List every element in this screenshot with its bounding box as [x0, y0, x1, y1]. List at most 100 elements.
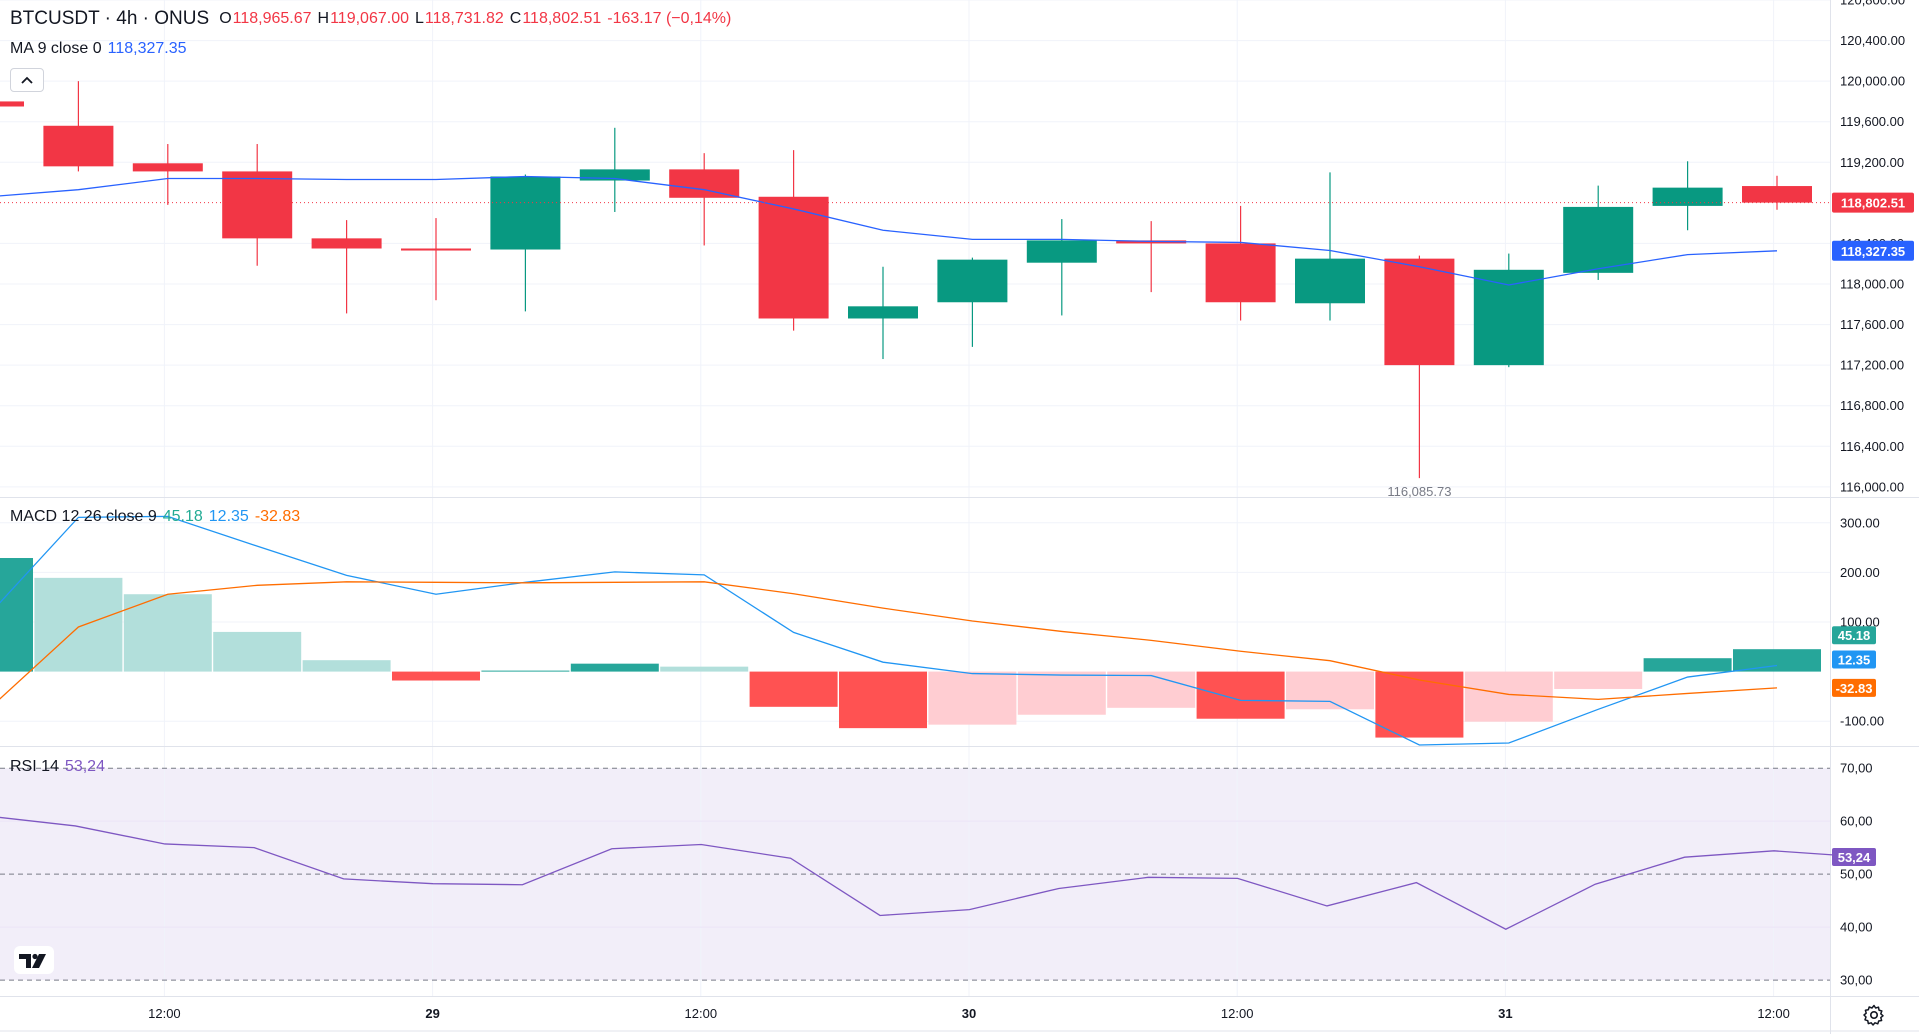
- rsi-legend-value: 53,24: [64, 758, 105, 775]
- price-tick-label: 119,600.00: [1840, 114, 1904, 129]
- price-tick-label: 120,400.00: [1840, 33, 1905, 48]
- rsi-tick-label: 70,00: [1840, 761, 1873, 776]
- candle-body[interactable]: [1473, 269, 1544, 366]
- rsi-tick-label: 40,00: [1840, 920, 1873, 935]
- tradingview-logo-icon[interactable]: [14, 946, 54, 974]
- candle-body[interactable]: [1026, 240, 1097, 263]
- candle-body[interactable]: [1384, 258, 1455, 366]
- time-axis-label: 30: [962, 1006, 976, 1021]
- candle-body[interactable]: [1295, 258, 1365, 304]
- time-axis-label: 29: [425, 1006, 439, 1021]
- macd-histogram-bar[interactable]: [1286, 671, 1374, 710]
- macd-legend[interactable]: MACD 12 26 close 9 45.18 12.35 -32.83: [10, 508, 306, 526]
- rsi-line: [0, 816, 1864, 930]
- macd-histogram-bar[interactable]: [123, 594, 212, 672]
- candle-body[interactable]: [669, 169, 740, 198]
- rsi-tick-label: 30,00: [1840, 973, 1873, 988]
- close-value: 118,802.51: [522, 10, 602, 27]
- low-label: L: [414, 10, 424, 27]
- last-price-badge-bg: [1832, 192, 1914, 213]
- macd-tick-label: 200.00: [1840, 565, 1880, 580]
- macd-histogram-bar[interactable]: [660, 666, 749, 672]
- candle-body[interactable]: [0, 101, 24, 107]
- high-label: H: [317, 10, 330, 27]
- ma9-line: [0, 175, 1778, 286]
- open-label: O: [219, 10, 232, 27]
- chevron-up-icon: [21, 76, 33, 84]
- symbol-title[interactable]: BTCUSDT · 4h · ONUS: [10, 8, 210, 29]
- candle-body[interactable]: [311, 238, 382, 249]
- macd-hist-badge-bg: [1832, 626, 1876, 645]
- candle-body[interactable]: [490, 176, 561, 250]
- macd-line-badge: 12.35: [1838, 652, 1871, 667]
- macd-line: [0, 515, 1778, 746]
- candle-body[interactable]: [1563, 206, 1634, 273]
- macd-histogram-bar[interactable]: [481, 670, 570, 672]
- macd-histogram-bar[interactable]: [213, 631, 302, 672]
- signal-line: [0, 581, 1778, 701]
- macd-line-badge-bg: [1832, 650, 1876, 669]
- macd-histogram-bar[interactable]: [0, 558, 33, 672]
- candle-body[interactable]: [222, 171, 293, 239]
- ma-legend[interactable]: MA 9 close 0 118,327.35: [10, 40, 193, 58]
- price-tick-label: 116,000.00: [1840, 479, 1904, 494]
- macd-histogram-bar[interactable]: [34, 577, 123, 672]
- rsi-tick-label: 60,00: [1840, 814, 1873, 829]
- candle-body[interactable]: [937, 259, 1008, 303]
- macd-histogram-bar[interactable]: [1375, 671, 1464, 738]
- time-axis-label: 12:00: [1757, 1006, 1790, 1021]
- macd-histogram-bar[interactable]: [1554, 671, 1643, 689]
- rsi-tick-label: 50,00: [1840, 867, 1873, 882]
- rsi-badge-bg: [1832, 847, 1876, 866]
- macd-histogram-bar[interactable]: [749, 671, 838, 707]
- low-annotation: 116,085.73: [1387, 484, 1451, 499]
- macd-histogram-bar[interactable]: [1017, 671, 1106, 715]
- close-label: C: [509, 10, 522, 27]
- macd-histogram-bar[interactable]: [570, 663, 659, 672]
- macd-histogram-bar[interactable]: [1107, 671, 1196, 708]
- gear-icon[interactable]: [1862, 1003, 1886, 1027]
- macd-histogram-bar[interactable]: [1733, 649, 1821, 672]
- price-tick-label: 117,200.00: [1840, 358, 1904, 373]
- candle-body[interactable]: [1742, 186, 1812, 203]
- macd-legend-macd: 12.35: [208, 508, 249, 525]
- collapse-legend-button[interactable]: [10, 68, 44, 92]
- macd-histogram-bar[interactable]: [392, 671, 480, 681]
- change-value: -163.17 (−0,14%): [607, 10, 732, 27]
- ma-legend-value: 118,327.35: [107, 40, 187, 57]
- low-value: 118,731.82: [424, 10, 504, 27]
- high-value: 119,067.00: [330, 10, 409, 27]
- rsi-legend[interactable]: RSI 14 53,24: [10, 758, 111, 776]
- macd-legend-label: MACD 12 26 close 9: [10, 508, 157, 525]
- macd-histogram-bar[interactable]: [302, 660, 391, 672]
- candle-body[interactable]: [848, 306, 918, 319]
- time-axis-label: 31: [1498, 1006, 1512, 1021]
- macd-histogram-bar[interactable]: [1196, 671, 1285, 719]
- price-tick-label: 118,000.00: [1840, 277, 1904, 292]
- last-price-badge: 118,802.51: [1841, 196, 1905, 211]
- symbol-legend: BTCUSDT · 4h · ONUS O 118,965.67 H 119,0…: [10, 8, 737, 30]
- price-tick-label: 120,800.00: [1840, 0, 1905, 8]
- price-tick-label: 120,000.00: [1840, 74, 1905, 89]
- macd-hist-badge: 45.18: [1838, 628, 1871, 643]
- candle-body[interactable]: [579, 169, 650, 181]
- price-tick-label: 117,600.00: [1840, 317, 1904, 332]
- open-value: 118,965.67: [232, 10, 312, 27]
- macd-histogram-bar[interactable]: [928, 671, 1017, 725]
- price-tick-label: 119,200.00: [1840, 155, 1904, 170]
- macd-legend-signal: -32.83: [254, 508, 301, 525]
- rsi-legend-label: RSI 14: [10, 758, 59, 775]
- time-axis-label: 12:00: [1221, 1006, 1254, 1021]
- candle-body[interactable]: [1205, 243, 1276, 303]
- macd-histogram-bar[interactable]: [839, 671, 927, 729]
- candle-body[interactable]: [43, 125, 114, 167]
- macd-histogram-bar[interactable]: [1643, 658, 1732, 672]
- candle-body[interactable]: [758, 196, 829, 319]
- price-tick-label: 116,800.00: [1840, 398, 1904, 413]
- candle-body[interactable]: [132, 163, 203, 172]
- candle-body[interactable]: [401, 248, 471, 251]
- ma-value-badge-bg: [1832, 240, 1914, 261]
- candle-body[interactable]: [1652, 187, 1723, 206]
